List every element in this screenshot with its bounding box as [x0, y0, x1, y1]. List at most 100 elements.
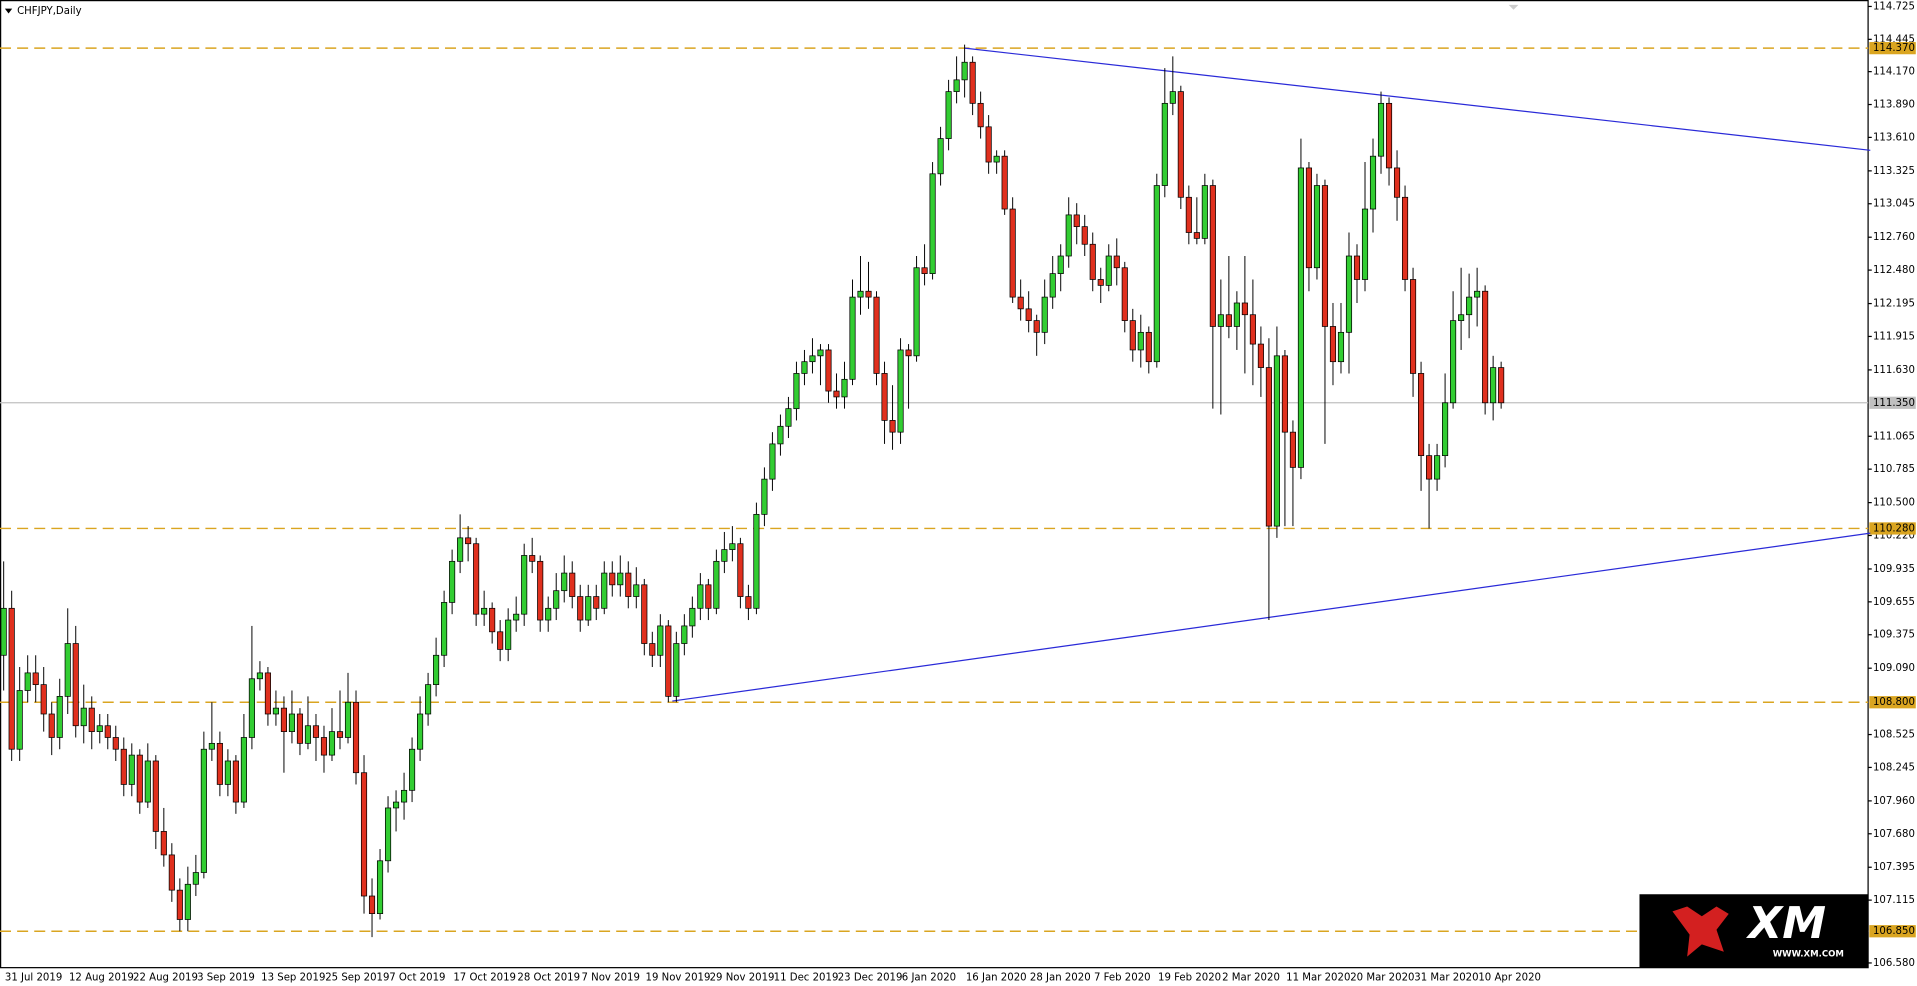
- candle-body: [1097, 279, 1104, 286]
- candle-body: [513, 613, 520, 621]
- candle-body: [248, 678, 255, 738]
- level-label: 110.280: [1873, 523, 1915, 534]
- x-tick-label: 19 Nov 2019: [646, 972, 711, 983]
- candle-body: [1434, 455, 1441, 480]
- candle-body: [280, 707, 287, 732]
- x-tick-label: 10 Apr 2020: [1478, 972, 1541, 983]
- candle-body: [961, 61, 968, 81]
- candle-body: [857, 290, 864, 298]
- candle-body: [489, 607, 496, 633]
- candle-body: [529, 555, 536, 562]
- candle-body: [433, 654, 440, 686]
- candle-body: [184, 883, 191, 920]
- candle-body: [1426, 455, 1433, 480]
- candle-body: [1305, 167, 1313, 269]
- candle-body: [713, 560, 720, 609]
- candle-body: [993, 155, 1000, 163]
- candle-body: [609, 572, 616, 586]
- candle-body: [865, 290, 872, 298]
- candle-body: [1169, 91, 1176, 104]
- x-tick-label: 16 Jan 2020: [966, 972, 1027, 983]
- candle-body: [120, 748, 127, 785]
- candle-body: [1185, 196, 1192, 233]
- candle-body: [481, 607, 488, 615]
- candle-body: [457, 537, 464, 562]
- y-tick-label: 109.935: [1873, 564, 1915, 575]
- level-label-box: [1869, 925, 1916, 938]
- y-tick-label: 111.065: [1873, 431, 1915, 442]
- candle-body: [1442, 402, 1449, 457]
- candle-body: [505, 619, 512, 650]
- y-tick-label: 113.890: [1873, 100, 1915, 111]
- candle-body: [1137, 331, 1144, 351]
- candle-body: [881, 373, 888, 421]
- candle-body: [1249, 314, 1256, 345]
- candle-body: [449, 560, 456, 603]
- x-tick-label: 17 Oct 2019: [453, 972, 516, 983]
- logo-bull: [1672, 906, 1729, 957]
- candle-body: [913, 267, 920, 357]
- candle-body: [497, 631, 504, 650]
- shift-marker: [1508, 4, 1519, 10]
- y-tick-label: 106.580: [1873, 958, 1915, 969]
- candle-body: [977, 102, 984, 128]
- candle-body: [144, 760, 151, 803]
- x-tick-label: 7 Oct 2019: [389, 972, 445, 983]
- candle-body: [192, 872, 199, 885]
- y-tick-label: 113.045: [1873, 199, 1915, 210]
- candle-body: [1241, 302, 1248, 316]
- candle-body: [1401, 196, 1409, 280]
- candle-body: [8, 607, 15, 750]
- y-tick-label: 107.680: [1873, 829, 1915, 840]
- candle-body: [745, 596, 752, 609]
- level-label-box: [1869, 696, 1916, 709]
- y-tick-label: 107.395: [1873, 862, 1915, 873]
- candle-body: [1089, 243, 1096, 280]
- candle-body: [641, 584, 648, 644]
- candle-body: [537, 560, 544, 621]
- menu-arrow[interactable]: [4, 8, 13, 14]
- candle-body: [1001, 155, 1008, 210]
- candle-body: [1313, 185, 1321, 269]
- level-label-box: [1869, 522, 1916, 535]
- candle-body: [272, 707, 279, 715]
- x-tick-label: 23 Dec 2019: [838, 972, 903, 983]
- y-tick-label: 112.760: [1873, 232, 1915, 243]
- candle-body: [825, 349, 832, 392]
- candle-body: [873, 296, 880, 374]
- candle-body: [1041, 296, 1048, 333]
- y-tick-label: 108.245: [1873, 762, 1915, 773]
- candle-body: [841, 378, 848, 398]
- candle-body: [112, 737, 119, 750]
- candle-body: [569, 572, 576, 597]
- candle-body: [721, 549, 728, 562]
- candle-body: [376, 860, 384, 914]
- candle-body: [1065, 214, 1072, 257]
- x-tick-label: 28 Oct 2019: [517, 972, 580, 983]
- x-tick-label: 7 Nov 2019: [581, 972, 639, 983]
- candle-body: [817, 349, 824, 357]
- candle-body: [1490, 367, 1497, 404]
- candle-body: [633, 584, 640, 597]
- candle-body: [80, 707, 87, 727]
- candle-body: [441, 602, 448, 656]
- candle-body: [344, 701, 352, 738]
- x-tick-label: 20 Mar 2020: [1350, 972, 1414, 983]
- candle-body: [1458, 314, 1465, 321]
- x-tick-label: 7 Feb 2020: [1094, 972, 1151, 983]
- candle-body: [729, 543, 736, 550]
- candle-body: [649, 643, 656, 656]
- candle-body: [304, 725, 312, 744]
- candle-body: [1273, 355, 1280, 527]
- candle-body: [1145, 331, 1152, 363]
- x-tick-label: 3 Sep 2019: [197, 972, 255, 983]
- candle-body: [401, 789, 408, 803]
- candle-body: [1209, 185, 1216, 327]
- candle-body: [296, 713, 304, 744]
- candle-body: [1113, 255, 1120, 269]
- candle-body: [328, 731, 336, 756]
- candle-body: [1177, 91, 1184, 198]
- candle-body: [1129, 320, 1136, 351]
